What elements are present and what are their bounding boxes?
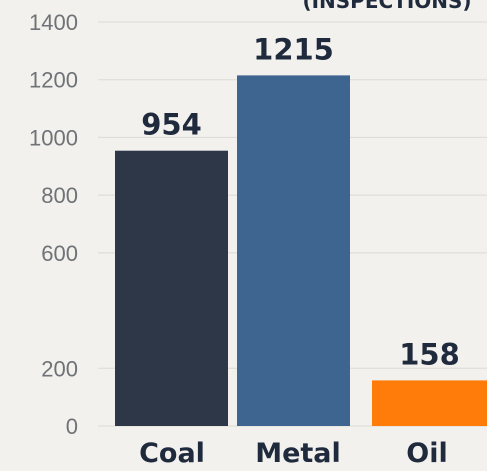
- y-tick-label: 1200: [29, 68, 78, 93]
- y-axis-ticks: 0 200 600 800 1000 1200 1400: [29, 10, 78, 439]
- category-label: Oil: [406, 438, 447, 469]
- value-label: 158: [399, 337, 460, 371]
- value-labels: 954 1215 158: [141, 32, 460, 371]
- category-labels: Coal Metal Oil: [139, 438, 448, 469]
- bar-metal: [237, 75, 350, 426]
- y-tick-label: 800: [41, 183, 78, 208]
- bars: [115, 75, 487, 426]
- bar-coal: [115, 150, 228, 426]
- chart-title: (INSPECTIONS): [302, 0, 471, 13]
- value-label: 1215: [253, 32, 334, 66]
- y-tick-label: 1400: [29, 10, 78, 35]
- category-label: Coal: [139, 438, 205, 469]
- y-tick-label: 1000: [29, 125, 78, 150]
- y-tick-label: 200: [41, 356, 78, 381]
- y-tick-label: 600: [41, 241, 78, 266]
- category-label: Metal: [255, 438, 341, 469]
- bar-oil: [372, 380, 487, 426]
- y-tick-label: 0: [66, 414, 78, 439]
- value-label: 954: [141, 108, 202, 142]
